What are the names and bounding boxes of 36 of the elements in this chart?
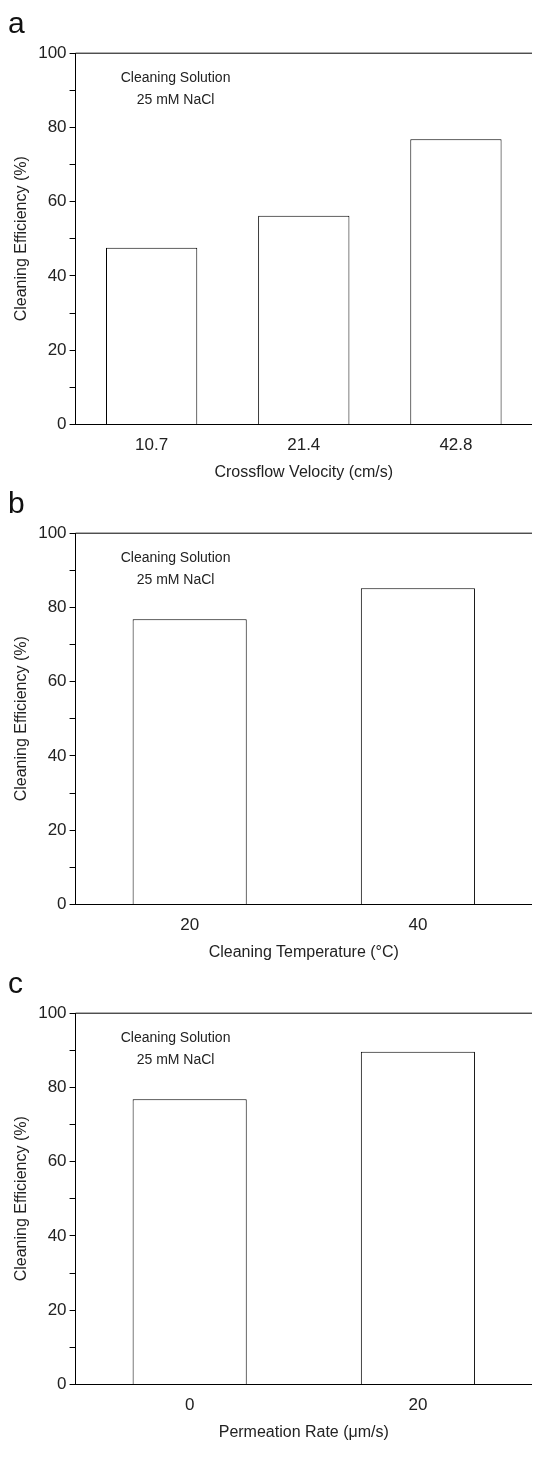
x-tick-label: 10.7 (135, 435, 169, 455)
x-axis-title: Permeation Rate (μm/s) (218, 1422, 389, 1440)
y-tick-label: 80 (47, 117, 67, 137)
y-tick-label: 40 (47, 1225, 67, 1245)
x-axis-title: Cleaning Temperature (°C) (208, 942, 399, 960)
annotation: 25 mM NaCl (136, 91, 215, 108)
y-axis-title: Cleaning Efficiency (%) (12, 156, 30, 322)
y-tick-label: 100 (38, 522, 67, 542)
y-tick-label: 80 (47, 1077, 67, 1097)
x-tick-label: 42.8 (439, 435, 473, 455)
chart-title: b (8, 486, 26, 520)
y-tick-label: 0 (57, 1374, 67, 1394)
y-tick-label: 40 (47, 265, 67, 285)
annotation: Cleaning Solution (120, 549, 231, 566)
y-tick-label: 0 (57, 894, 67, 914)
y-tick-label: 100 (38, 1002, 67, 1022)
chart-title: a (8, 6, 26, 40)
y-tick-label: 40 (47, 745, 67, 765)
annotation: 25 mM NaCl (136, 1051, 215, 1068)
y-tick-label: 20 (47, 1299, 67, 1319)
y-tick-label: 60 (47, 671, 67, 691)
x-tick-label: 21.4 (287, 435, 321, 455)
annotation: Cleaning Solution (120, 69, 231, 86)
y-tick-label: 60 (47, 1151, 67, 1171)
y-tick-label: 20 (47, 819, 67, 839)
annotation: Cleaning Solution (120, 1029, 231, 1046)
y-tick-label: 60 (47, 191, 67, 211)
y-tick-label: 100 (38, 42, 67, 62)
y-tick-label: 80 (47, 597, 67, 617)
y-axis-title: Cleaning Efficiency (%) (12, 1116, 30, 1282)
x-axis-title: Crossflow Velocity (cm/s) (214, 462, 394, 480)
y-axis-title: Cleaning Efficiency (%) (12, 636, 30, 802)
annotation: 25 mM NaCl (136, 571, 215, 588)
y-tick-label: 0 (57, 414, 67, 434)
y-tick-label: 20 (47, 339, 67, 359)
chart-title: c (8, 966, 24, 1000)
